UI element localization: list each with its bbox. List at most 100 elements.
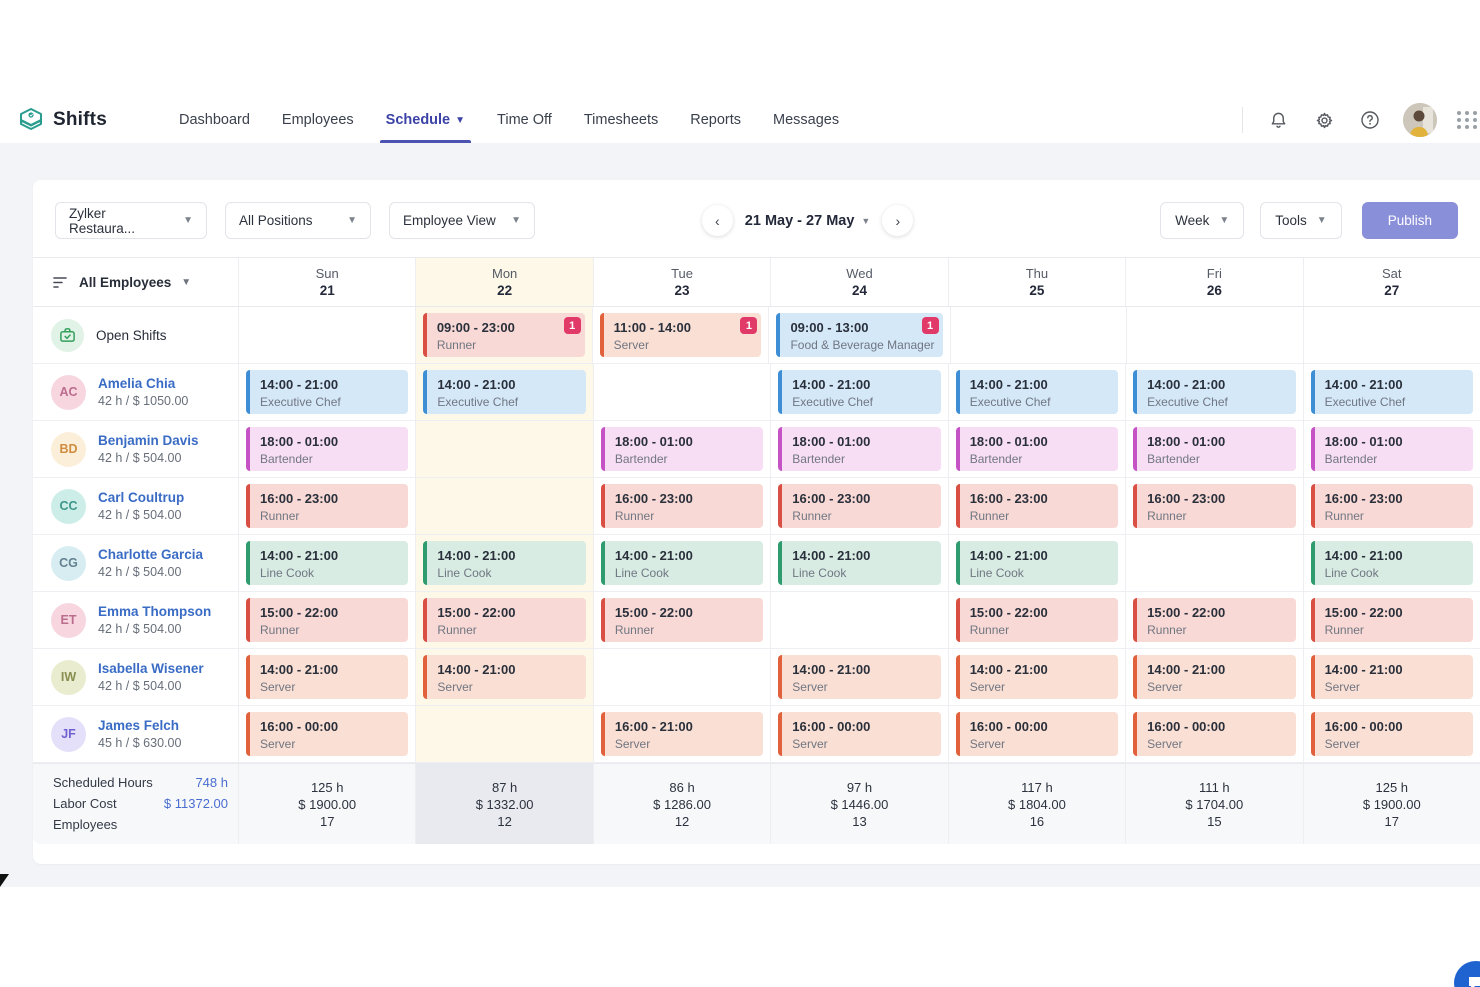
shift-card[interactable]: 18:00 - 01:00 Bartender [600, 427, 764, 471]
day-header-sun[interactable]: Sun 21 [238, 258, 415, 306]
shift-card[interactable]: 14:00 - 21:00 Executive Chef [778, 370, 941, 414]
benjamin-davis-cell-sat[interactable]: 18:00 - 01:00 Bartender [1302, 421, 1480, 477]
day-header-sat[interactable]: Sat 27 [1302, 258, 1480, 306]
shift-card[interactable]: 16:00 - 00:00 Server [1133, 712, 1296, 756]
user-avatar[interactable] [1403, 103, 1437, 137]
carl-coultrup-cell-tue[interactable]: 16:00 - 23:00 Runner [592, 478, 770, 534]
shift-card[interactable]: 14:00 - 21:00 Line Cook [1310, 541, 1473, 585]
shift-card[interactable]: 16:00 - 21:00 Server [600, 712, 764, 756]
emma-thompson-cell-sun[interactable]: 15:00 - 22:00 Runner [238, 592, 415, 648]
positions-dropdown[interactable]: All Positions ▼ [225, 202, 371, 239]
publish-button[interactable]: Publish [1361, 202, 1458, 239]
shift-card[interactable]: 16:00 - 23:00 Runner [778, 484, 941, 528]
emma-thompson-cell-sat[interactable]: 15:00 - 22:00 Runner [1302, 592, 1480, 648]
emma-thompson-cell-wed[interactable] [770, 592, 947, 648]
open-shifts-cell-tue[interactable]: 11:00 - 14:00 Server 1 [591, 307, 769, 363]
charlotte-garcia-cell-thu[interactable]: 14:00 - 21:00 Line Cook [947, 535, 1125, 591]
shift-card[interactable]: 16:00 - 00:00 Server [246, 712, 409, 756]
charlotte-garcia-cell-sat[interactable]: 14:00 - 21:00 Line Cook [1302, 535, 1480, 591]
shift-card[interactable]: 14:00 - 21:00 Server [955, 655, 1119, 699]
shift-card[interactable]: 16:00 - 23:00 Runner [1310, 484, 1473, 528]
day-header-wed[interactable]: Wed 24 [770, 258, 947, 306]
shift-card[interactable]: 18:00 - 01:00 Bartender [955, 427, 1119, 471]
james-felch-cell-fri[interactable]: 16:00 - 00:00 Server [1125, 706, 1302, 762]
amelia-chia-cell-thu[interactable]: 14:00 - 21:00 Executive Chef [947, 364, 1125, 420]
james-felch-cell-wed[interactable]: 16:00 - 00:00 Server [770, 706, 947, 762]
view-dropdown[interactable]: Employee View ▼ [389, 202, 535, 239]
shift-card[interactable]: 16:00 - 23:00 Runner [246, 484, 409, 528]
shift-card[interactable]: 09:00 - 23:00 Runner 1 [422, 313, 585, 357]
amelia-chia-cell-fri[interactable]: 14:00 - 21:00 Executive Chef [1125, 364, 1302, 420]
shift-card[interactable]: 15:00 - 22:00 Runner [600, 598, 764, 642]
benjamin-davis-cell-mon[interactable] [415, 421, 593, 477]
brand[interactable]: Shifts [18, 107, 107, 133]
benjamin-davis-cell-tue[interactable]: 18:00 - 01:00 Bartender [592, 421, 770, 477]
employee-name[interactable]: Benjamin Davis [98, 433, 199, 448]
shift-card[interactable]: 16:00 - 00:00 Server [1310, 712, 1473, 756]
location-dropdown[interactable]: Zylker Restaura... ▼ [55, 202, 207, 239]
amelia-chia-cell-mon[interactable]: 14:00 - 21:00 Executive Chef [415, 364, 593, 420]
amelia-chia-cell-sun[interactable]: 14:00 - 21:00 Executive Chef [238, 364, 415, 420]
shift-card[interactable]: 18:00 - 01:00 Bartender [1310, 427, 1473, 471]
employee-cell-carl-coultrup[interactable]: CC Carl Coultrup 42 h / $ 504.00 [33, 478, 238, 534]
emma-thompson-cell-thu[interactable]: 15:00 - 22:00 Runner [947, 592, 1125, 648]
bell-icon[interactable] [1265, 107, 1291, 133]
open-shifts-cell-sat[interactable] [1303, 307, 1480, 363]
isabella-wisener-cell-fri[interactable]: 14:00 - 21:00 Server [1125, 649, 1302, 705]
benjamin-davis-cell-thu[interactable]: 18:00 - 01:00 Bartender [947, 421, 1125, 477]
shift-card[interactable]: 16:00 - 23:00 Runner [600, 484, 764, 528]
shift-card[interactable]: 18:00 - 01:00 Bartender [1133, 427, 1296, 471]
next-week-button[interactable]: › [882, 205, 914, 236]
isabella-wisener-cell-sat[interactable]: 14:00 - 21:00 Server [1302, 649, 1480, 705]
nav-tab-employees[interactable]: Employees [281, 112, 354, 128]
chat-fab[interactable] [1454, 961, 1480, 987]
employee-cell-isabella-wisener[interactable]: IW Isabella Wisener 42 h / $ 504.00 [33, 649, 238, 705]
emma-thompson-cell-tue[interactable]: 15:00 - 22:00 Runner [592, 592, 770, 648]
amelia-chia-cell-sat[interactable]: 14:00 - 21:00 Executive Chef [1302, 364, 1480, 420]
nav-tab-messages[interactable]: Messages [773, 112, 840, 128]
open-shifts-cell-sun[interactable] [238, 307, 415, 363]
charlotte-garcia-cell-mon[interactable]: 14:00 - 21:00 Line Cook [415, 535, 593, 591]
emma-thompson-cell-fri[interactable]: 15:00 - 22:00 Runner [1125, 592, 1302, 648]
shift-card[interactable]: 16:00 - 00:00 Server [955, 712, 1119, 756]
shift-card[interactable]: 14:00 - 21:00 Server [246, 655, 409, 699]
charlotte-garcia-cell-wed[interactable]: 14:00 - 21:00 Line Cook [770, 535, 947, 591]
employee-cell-james-felch[interactable]: JF James Felch 45 h / $ 630.00 [33, 706, 238, 762]
gear-icon[interactable] [1311, 107, 1337, 133]
carl-coultrup-cell-wed[interactable]: 16:00 - 23:00 Runner [770, 478, 947, 534]
shift-card[interactable]: 14:00 - 21:00 Executive Chef [1310, 370, 1473, 414]
day-header-thu[interactable]: Thu 25 [947, 258, 1125, 306]
prev-week-button[interactable]: ‹ [701, 205, 733, 236]
nav-tab-dashboard[interactable]: Dashboard [178, 112, 250, 128]
open-shifts-cell-thu[interactable] [949, 307, 1127, 363]
shift-card[interactable]: 15:00 - 22:00 Runner [423, 598, 586, 642]
shift-card[interactable]: 15:00 - 22:00 Runner [1310, 598, 1473, 642]
carl-coultrup-cell-thu[interactable]: 16:00 - 23:00 Runner [947, 478, 1125, 534]
shift-card[interactable]: 15:00 - 22:00 Runner [955, 598, 1119, 642]
employee-name[interactable]: Amelia Chia [98, 376, 176, 391]
james-felch-cell-mon[interactable] [415, 706, 593, 762]
shift-card[interactable]: 14:00 - 21:00 Line Cook [778, 541, 941, 585]
shift-card[interactable]: 14:00 - 21:00 Line Cook [423, 541, 586, 585]
open-shifts-cell-fri[interactable] [1126, 307, 1303, 363]
day-header-tue[interactable]: Tue 23 [592, 258, 770, 306]
shift-card[interactable]: 14:00 - 21:00 Server [1133, 655, 1296, 699]
james-felch-cell-sat[interactable]: 16:00 - 00:00 Server [1302, 706, 1480, 762]
range-view-dropdown[interactable]: Week ▼ [1160, 202, 1245, 239]
charlotte-garcia-cell-fri[interactable] [1125, 535, 1302, 591]
shift-card[interactable]: 14:00 - 21:00 Executive Chef [423, 370, 586, 414]
shift-card[interactable]: 14:00 - 21:00 Server [778, 655, 941, 699]
amelia-chia-cell-wed[interactable]: 14:00 - 21:00 Executive Chef [770, 364, 947, 420]
isabella-wisener-cell-mon[interactable]: 14:00 - 21:00 Server [415, 649, 593, 705]
employee-cell-amelia-chia[interactable]: AC Amelia Chia 42 h / $ 1050.00 [33, 364, 238, 420]
shift-card[interactable]: 11:00 - 14:00 Server 1 [599, 313, 762, 357]
shift-card[interactable]: 15:00 - 22:00 Runner [246, 598, 409, 642]
employee-cell-charlotte-garcia[interactable]: CG Charlotte Garcia 42 h / $ 504.00 [33, 535, 238, 591]
isabella-wisener-cell-tue[interactable] [592, 649, 770, 705]
shift-card[interactable]: 14:00 - 21:00 Server [1310, 655, 1473, 699]
emma-thompson-cell-mon[interactable]: 15:00 - 22:00 Runner [415, 592, 593, 648]
james-felch-cell-sun[interactable]: 16:00 - 00:00 Server [238, 706, 415, 762]
date-range-label[interactable]: 21 May - 27 May ▼ [744, 212, 871, 229]
nav-tab-timesheets[interactable]: Timesheets [583, 112, 659, 128]
shift-card[interactable]: 16:00 - 00:00 Server [778, 712, 941, 756]
